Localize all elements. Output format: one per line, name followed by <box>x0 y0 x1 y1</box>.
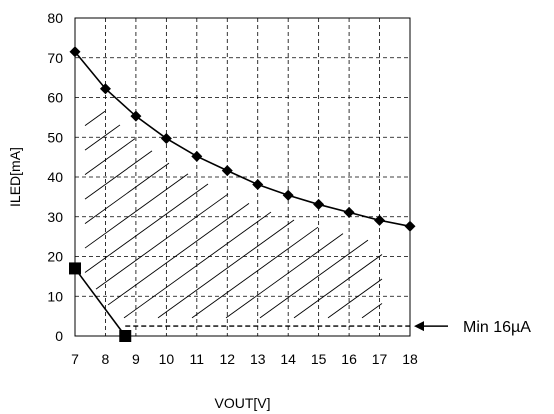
hatch-line <box>84 150 153 200</box>
x-tick-label: 15 <box>311 351 327 367</box>
y-axis-title: ILED[mA] <box>7 147 23 207</box>
hatch-line <box>327 278 383 319</box>
data-point-diamond <box>313 198 325 210</box>
hatch-line <box>259 239 369 319</box>
data-point-square <box>119 330 132 342</box>
data-point-diamond <box>404 220 416 232</box>
hatch-line <box>157 219 295 319</box>
data-point-diamond <box>282 189 294 201</box>
grid <box>75 18 410 336</box>
hatch-line <box>225 233 344 319</box>
hatch-line <box>361 303 383 319</box>
y-tick-label: 20 <box>47 249 63 265</box>
hatch-line <box>293 254 383 319</box>
y-tick-label: 10 <box>47 288 63 304</box>
hatch-line <box>107 203 250 306</box>
data-point-diamond <box>69 46 81 58</box>
hatch-line <box>84 110 106 127</box>
y-tick-label: 30 <box>47 209 63 225</box>
x-tick-label: 18 <box>402 351 418 367</box>
x-tick-label: 14 <box>280 351 296 367</box>
annotation-arrowhead <box>414 321 424 332</box>
series-line <box>74 267 126 337</box>
data-point-diamond <box>343 206 355 218</box>
series-layer <box>69 46 416 342</box>
data-point-diamond <box>221 165 233 177</box>
y-tick-label: 50 <box>47 129 63 145</box>
hatch-line <box>95 193 229 290</box>
y-tick-label: 70 <box>47 50 63 66</box>
annotation: Min 16µA <box>414 319 531 336</box>
x-tick-label: 10 <box>159 351 175 367</box>
data-point-diamond <box>252 179 264 191</box>
data-point-diamond <box>130 110 142 122</box>
hatch-line <box>84 183 209 273</box>
hatch-line <box>84 138 136 175</box>
data-point-diamond <box>99 83 111 95</box>
y-tick-label: 80 <box>47 10 63 26</box>
x-tick-label: 13 <box>250 351 266 367</box>
hatch-line <box>84 162 170 224</box>
data-point-square <box>69 262 81 275</box>
hatch-line <box>84 173 189 249</box>
y-tick-label: 60 <box>47 90 63 106</box>
x-tick-label: 8 <box>102 351 110 367</box>
x-tick-label: 11 <box>190 351 205 367</box>
data-point-diamond <box>160 132 172 144</box>
x-tick-label: 17 <box>372 351 388 367</box>
y-tick-label: 40 <box>47 169 63 185</box>
annotation-text: Min 16µA <box>463 319 531 336</box>
hatch-line <box>84 124 121 151</box>
data-point-diamond <box>191 150 203 162</box>
hatched-region <box>84 110 383 319</box>
hatch-line <box>191 226 319 319</box>
plot-frame <box>74 17 411 337</box>
hatch-line <box>123 211 272 319</box>
series-line <box>74 51 411 228</box>
x-tick-label: 9 <box>132 351 140 367</box>
x-tick-label: 16 <box>341 351 357 367</box>
x-tick-label: 12 <box>219 351 235 367</box>
x-tick-label: 7 <box>71 351 79 367</box>
x-axis-title: VOUT[V] <box>214 395 270 411</box>
tick-labels: 7 8 9 10 11 12 13 14 15 16 17 18 0 10 20 30 40 50 60 70 80 <box>47 10 418 367</box>
y-tick-label: 0 <box>55 328 63 344</box>
data-point-diamond <box>374 214 386 226</box>
